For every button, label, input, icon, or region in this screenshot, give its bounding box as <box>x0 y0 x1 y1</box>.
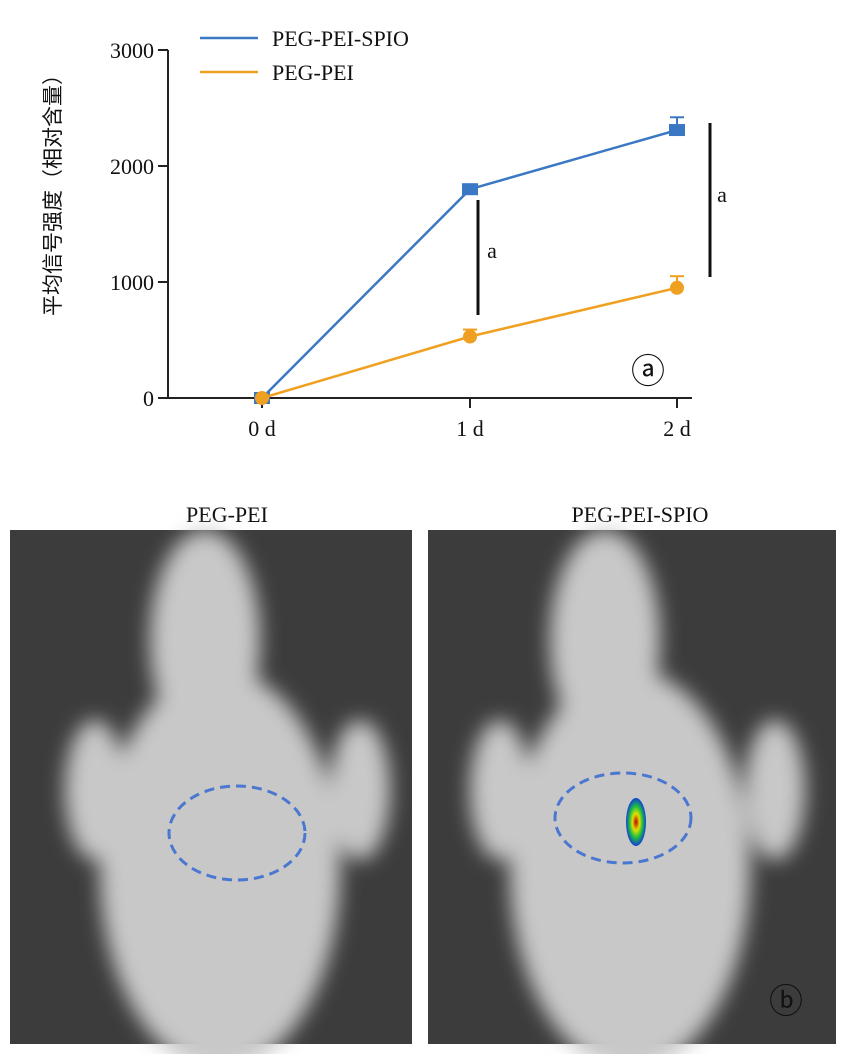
marker <box>669 124 685 137</box>
image-left <box>10 530 412 1059</box>
panel-label: ⓐ <box>631 353 665 391</box>
marker <box>462 183 478 196</box>
legend-label: PEG-PEI-SPIO <box>272 26 409 51</box>
y-tick-label: 3000 <box>110 38 154 63</box>
legend-label: PEG-PEI <box>272 60 354 85</box>
y-tick-label: 1000 <box>110 270 154 295</box>
x-tick-label: 1 d <box>456 416 484 441</box>
line-chart: 0 1000 2000 3000 0 d 1 d 2 d PEG-PEI-SPIO PEG-PE… <box>110 26 727 441</box>
significance-label: a <box>487 238 497 263</box>
marker <box>255 391 269 405</box>
panel-label: ⓑ <box>769 983 803 1021</box>
significance-label: a <box>717 182 727 207</box>
image-title: PEG-PEI-SPIO <box>572 502 709 527</box>
y-axis-label: 平均信号强度（相对含量） <box>41 64 65 316</box>
y-tick-label: 2000 <box>110 154 154 179</box>
image-title: PEG-PEI <box>186 502 268 527</box>
marker <box>670 280 684 295</box>
x-tick-label: 2 d <box>663 416 691 441</box>
y-tick-label: 0 <box>143 386 154 411</box>
x-tick-label: 0 d <box>248 416 276 441</box>
series-line <box>261 128 678 399</box>
image-right <box>428 530 836 1059</box>
marker <box>463 329 477 344</box>
